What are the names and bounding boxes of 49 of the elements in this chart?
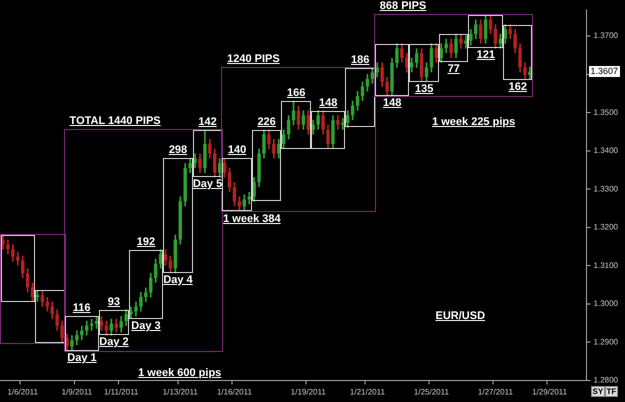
annotation: 162 (508, 80, 527, 94)
x-tick-label: 1/16/2011 (216, 387, 252, 396)
annotation: 1 week 600 pips (138, 367, 222, 380)
y-tick-label: 1.3200 (594, 222, 619, 232)
annotation: 1 week 225 pips (432, 116, 516, 130)
x-tick-label: 1/6/2011 (7, 387, 39, 396)
annotation: 148 (319, 96, 338, 110)
annotation: EUR/USD (436, 310, 486, 323)
y-tick-label: 1.3100 (594, 260, 619, 270)
y-tick-label: 1.3000 (594, 299, 619, 308)
x-tick-label: 1/19/2011 (290, 387, 326, 396)
annotation: 868 PIPS (380, 0, 426, 13)
y-tick-label: 1.2900 (594, 337, 619, 346)
annotation: 1240 PIPS (227, 52, 280, 66)
annotation: 142 (198, 116, 217, 129)
annotation: 166 (286, 87, 306, 100)
x-tick-label: 1/29/2011 (532, 387, 568, 396)
annotation: 116 (72, 302, 91, 316)
annotation: Day 5 (192, 178, 222, 192)
text: TF (604, 386, 618, 398)
annotation: 1.3607 (588, 66, 620, 77)
y-tick-label: 1.2800 (594, 376, 619, 385)
annotation: 77 (448, 63, 460, 76)
annotation: 140 (228, 144, 246, 158)
text: SY (590, 386, 606, 398)
annotation: 186 (351, 54, 370, 67)
y-tick-label: 1.3300 (594, 184, 619, 194)
annotation: 148 (383, 97, 402, 110)
annotation: 298 (168, 144, 188, 158)
annotation: Day 3 (131, 320, 161, 333)
annotation: 1 week 384 (223, 212, 281, 226)
annotation: 93 (108, 296, 120, 309)
annotation: 135 (415, 82, 434, 96)
annotation: TOTAL 1440 PIPS (70, 114, 161, 128)
x-tick-label: 1/13/2011 (162, 387, 198, 396)
x-tick-label: 1/21/2011 (350, 387, 386, 396)
annotation: 226 (257, 116, 276, 129)
annotation: 121 (476, 49, 495, 62)
x-tick-label: 1/11/2011 (104, 387, 139, 396)
annotation: 192 (136, 236, 156, 249)
x-tick-label: 1/9/2011 (62, 387, 93, 396)
annotation: Day 1 (67, 352, 97, 366)
annotation: Day 4 (163, 274, 193, 287)
y-tick-label: 1.3500 (594, 108, 619, 117)
y-tick-label: 1.3400 (594, 146, 619, 156)
x-tick-label: 1/25/2011 (414, 387, 450, 396)
annotation: Day 2 (99, 336, 129, 350)
y-tick-label: 1.3700 (594, 31, 619, 40)
x-tick-label: 1/27/2011 (478, 387, 514, 396)
